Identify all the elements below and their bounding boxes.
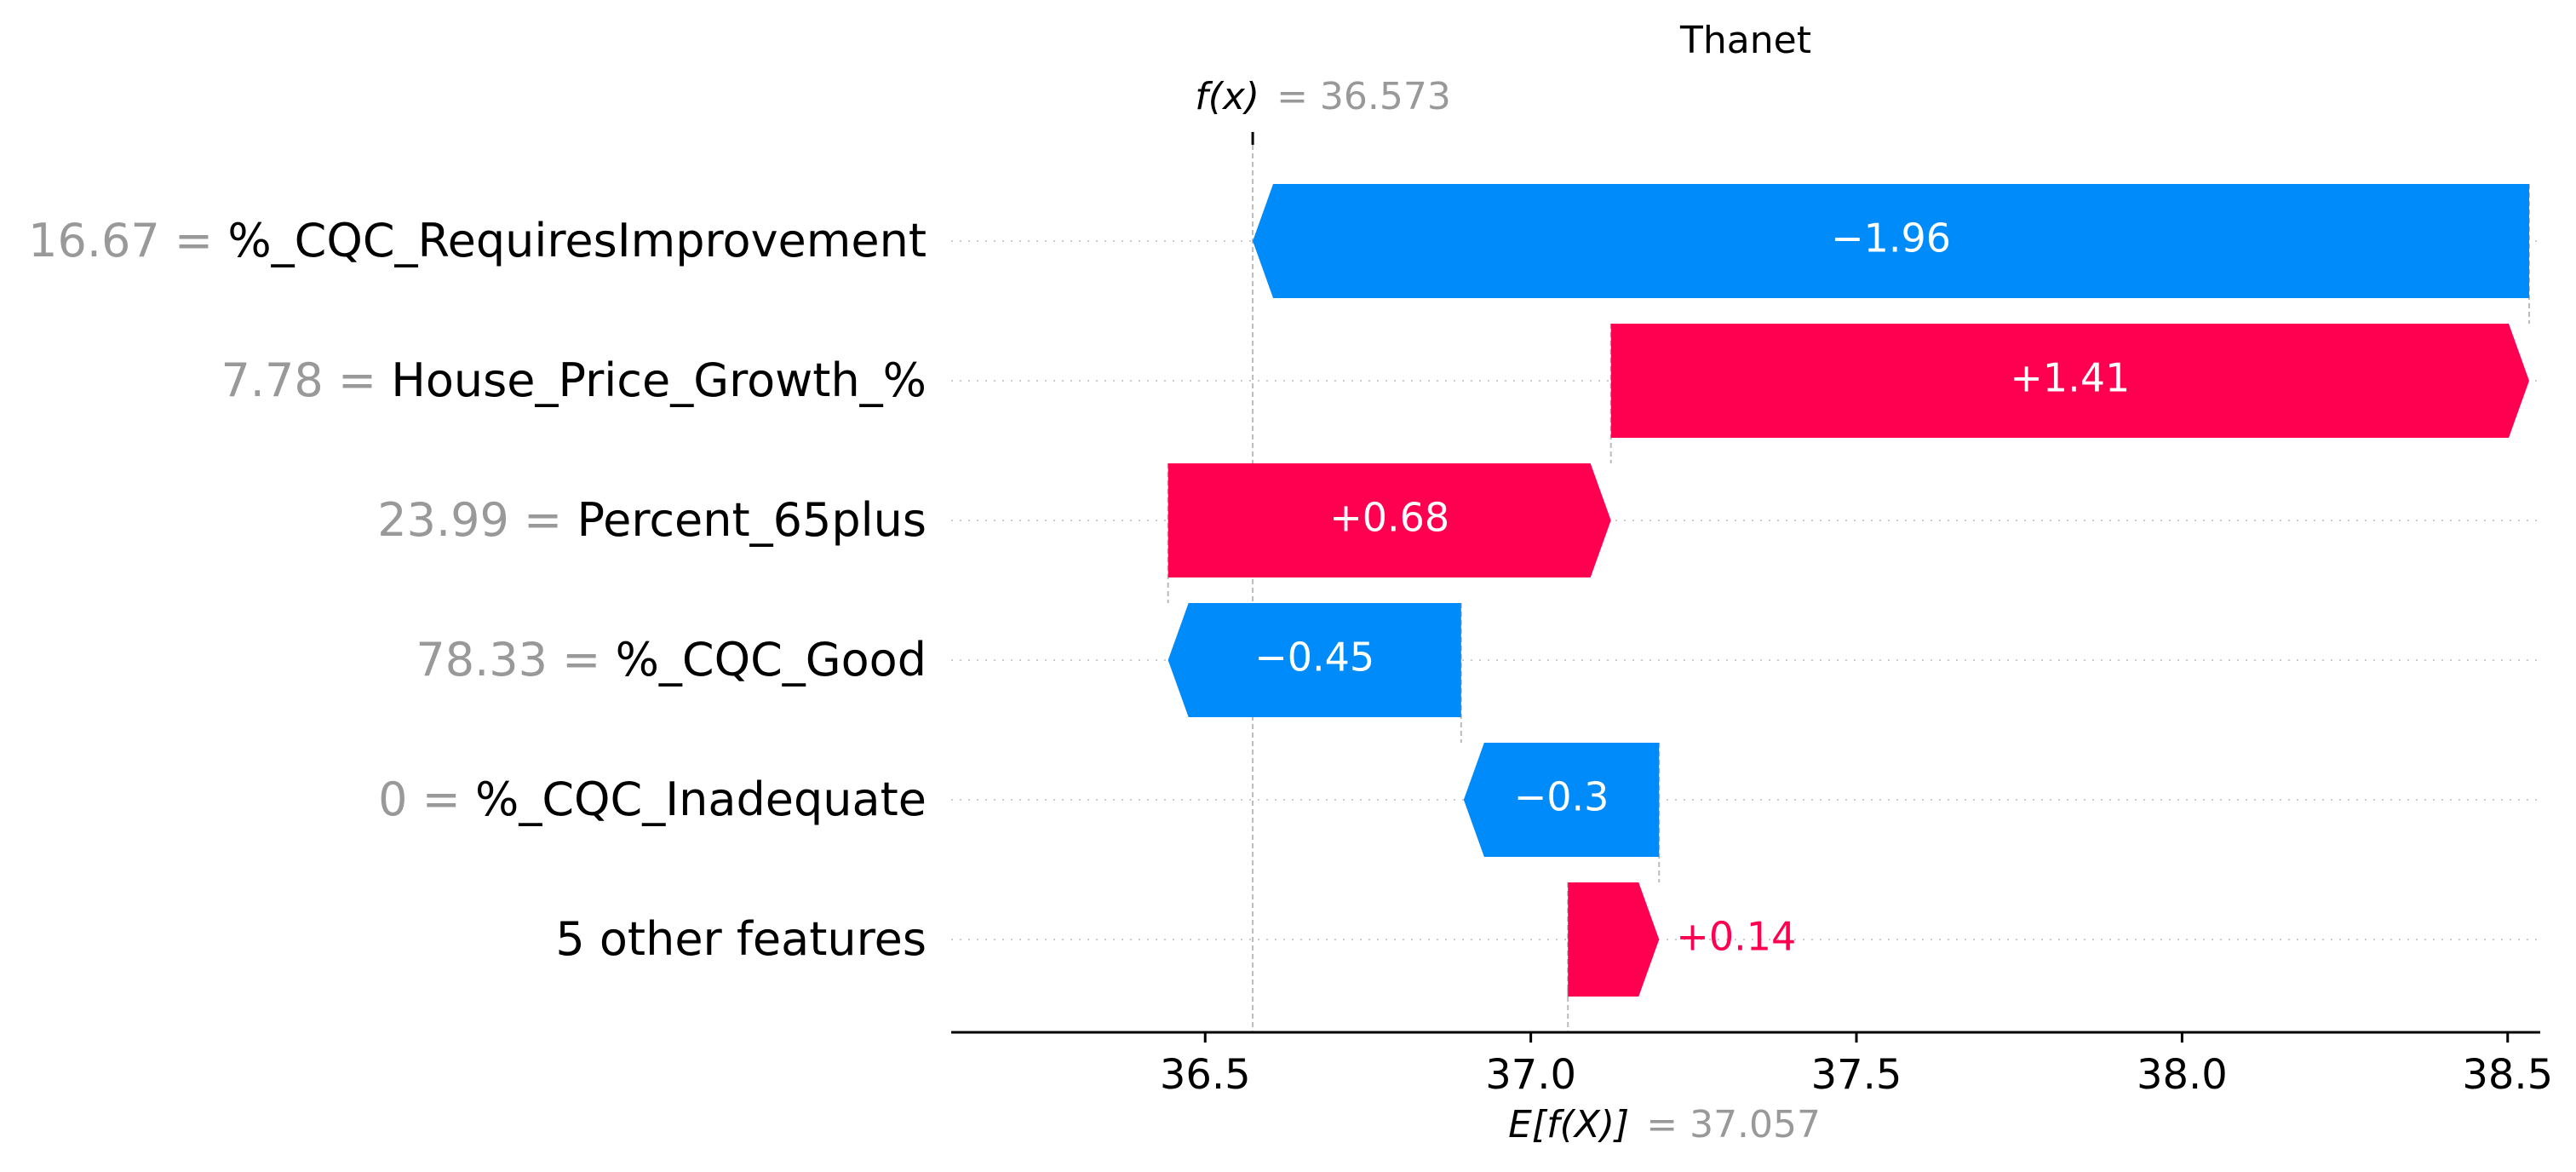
chart-title: Thanet	[1679, 19, 1811, 62]
feature-name: %_CQC_Inadequate	[475, 773, 927, 826]
x-tick-label: 38.5	[2462, 1051, 2553, 1099]
contribution-bar	[1168, 603, 1461, 717]
feature-name: %_CQC_Good	[616, 633, 927, 687]
x-axis: 36.5 37.0 37.5 38.0 38.5	[951, 1031, 2553, 1099]
feature-name: House_Price_Growth_%	[391, 353, 927, 407]
efx-annotation: E[f(X)] = 37.057	[1508, 1103, 1821, 1146]
feature-value: 23.99 =	[377, 493, 577, 547]
contribution-bar	[1568, 882, 1660, 997]
fx-annotation: f(x) = 36.573	[1195, 75, 1451, 118]
feature-name: %_CQC_RequiresImprovement	[227, 214, 927, 267]
contribution-bar	[1610, 324, 2529, 438]
x-tick-label: 37.5	[1811, 1051, 1902, 1099]
feature-label: 0 = %_CQC_Inadequate	[378, 773, 927, 826]
feature-labels: 16.67 = %_CQC_RequiresImprovement 7.78 = …	[28, 214, 927, 966]
contribution-label: +1.41	[2010, 355, 2130, 401]
feature-label: 78.33 = %_CQC_Good	[416, 633, 927, 687]
feature-label: 16.67 = %_CQC_RequiresImprovement	[28, 214, 927, 267]
feature-name: 5 other features	[555, 912, 927, 966]
feature-label: 23.99 = Percent_65plus	[377, 493, 927, 547]
contribution-label: −0.3	[1514, 774, 1609, 820]
feature-value: 78.33 =	[416, 633, 615, 687]
feature-value: 7.78 =	[221, 353, 391, 407]
contribution-bar	[1463, 743, 1660, 857]
x-tick-label: 37.0	[1485, 1051, 1576, 1099]
x-tick-label: 36.5	[1160, 1051, 1251, 1099]
feature-value: 16.67 =	[28, 214, 227, 267]
efx-value: = 37.057	[1646, 1103, 1821, 1146]
fx-label: f(x)	[1195, 75, 1259, 118]
contribution-label: −1.96	[1831, 215, 1951, 261]
x-tick-label: 38.0	[2137, 1051, 2228, 1099]
efx-label: E[f(X)]	[1508, 1103, 1629, 1146]
feature-name: Percent_65plus	[577, 493, 927, 547]
contribution-bars: −1.96 +1.41 +0.68 −0.45 −0.3 +0.14	[1168, 184, 2529, 997]
fx-value: = 36.573	[1277, 75, 1451, 118]
feature-value: 0 =	[378, 773, 475, 826]
feature-label: 5 other features	[555, 912, 927, 966]
feature-label: 7.78 = House_Price_Growth_%	[221, 353, 927, 407]
contribution-label: −0.45	[1254, 635, 1374, 681]
contribution-bar	[1168, 463, 1611, 577]
contribution-label: +0.68	[1329, 495, 1449, 541]
contribution-bar	[1253, 184, 2529, 298]
contribution-label: +0.14	[1676, 914, 1796, 960]
